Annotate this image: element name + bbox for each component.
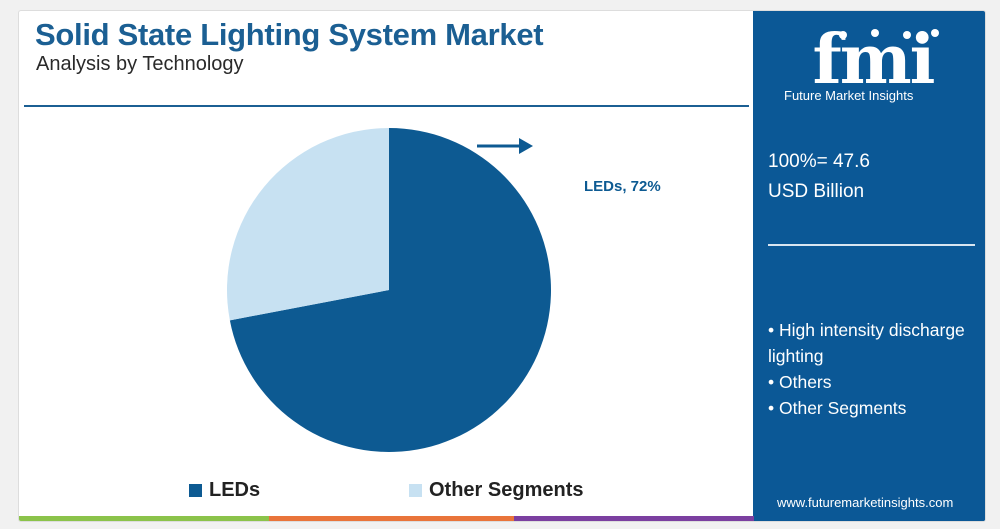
pie-slice-leds bbox=[229, 128, 551, 453]
market-total-unit: USD Billion bbox=[768, 181, 865, 202]
legend-item-leds: LEDs bbox=[189, 479, 260, 502]
legend-label-leds: LEDs bbox=[209, 479, 261, 501]
callout-label: LEDs, 72% bbox=[584, 178, 661, 195]
fmi-logo-icon: fmi bbox=[812, 21, 939, 100]
market-total: 100%= 47.6 USD Billion bbox=[768, 147, 870, 207]
strip-purple bbox=[514, 516, 754, 521]
website-url: www.futuremarketinsights.com bbox=[777, 495, 954, 510]
list-item: • Others bbox=[768, 372, 832, 392]
page-subtitle: Analysis by Technology bbox=[36, 53, 244, 75]
strip-green bbox=[19, 516, 269, 521]
pie-chart: LEDs, 72% bbox=[227, 128, 661, 453]
strip-blue bbox=[754, 516, 985, 521]
legend-swatch-leds bbox=[189, 484, 202, 497]
list-item: • Other Segments bbox=[768, 398, 907, 418]
other-segments-list: • High intensity discharge lighting • Ot… bbox=[768, 317, 978, 421]
sidebar-divider bbox=[768, 244, 975, 246]
list-item: • High intensity discharge lighting bbox=[768, 320, 965, 366]
callout-arrow-icon bbox=[477, 138, 533, 154]
logo-caption: Future Market Insights bbox=[784, 88, 914, 103]
sidebar-panel: fmi Future Market Insights 100%= 47.6 US… bbox=[753, 11, 985, 521]
strip-orange bbox=[269, 516, 514, 521]
legend-item-other: Other Segments bbox=[409, 479, 583, 502]
infographic-card: Solid State Lighting System Market Analy… bbox=[18, 10, 986, 522]
legend-swatch-other bbox=[409, 484, 422, 497]
market-total-value: 100%= 47.6 bbox=[768, 151, 870, 172]
page-title: Solid State Lighting System Market bbox=[35, 17, 544, 52]
legend-label-other: Other Segments bbox=[429, 479, 584, 501]
pie-slice-other-segments bbox=[227, 128, 389, 321]
bottom-color-strip bbox=[19, 516, 985, 521]
header-divider bbox=[24, 105, 749, 107]
